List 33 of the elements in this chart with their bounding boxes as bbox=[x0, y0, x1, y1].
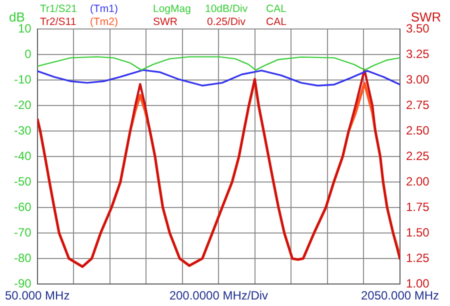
text: CAL bbox=[266, 16, 286, 28]
y-tick-label: -80 bbox=[14, 250, 32, 265]
x-tick-label: 50.000 MHz bbox=[5, 288, 70, 303]
y-tick-label: -60 bbox=[14, 200, 32, 214]
y2-tick-label: 1.00 bbox=[406, 276, 430, 290]
y2-tick-label: 2.75 bbox=[406, 98, 430, 112]
y2-tick-label: 1.50 bbox=[406, 225, 430, 240]
y-tick-label: -20 bbox=[14, 98, 32, 112]
y2-tick-label: 2.00 bbox=[406, 174, 430, 188]
y-tick-label: -40 bbox=[14, 148, 32, 163]
text: CAL bbox=[266, 3, 286, 15]
y2-tick-label: 1.75 bbox=[406, 200, 430, 214]
y-tick-label: -30 bbox=[14, 123, 32, 138]
y2-tick-label: 2.25 bbox=[406, 148, 430, 163]
text: LogMag bbox=[153, 3, 191, 15]
y2-tick-label: 3.00 bbox=[406, 72, 430, 86]
y-tick-label: -70 bbox=[14, 225, 32, 240]
y-tick-label: -90 bbox=[14, 276, 32, 290]
y2-tick-label: 1.25 bbox=[406, 250, 430, 265]
text: (Tm1) bbox=[90, 3, 118, 15]
text: (Tm2) bbox=[90, 16, 118, 28]
x-axis-title: 200.0000 MHz/Div bbox=[169, 288, 268, 302]
text: SWR bbox=[153, 16, 178, 28]
text: 10dB/Div bbox=[205, 3, 248, 15]
y-tick-label: -50 bbox=[14, 174, 32, 188]
text: Tr2/S11 bbox=[40, 16, 76, 28]
x-tick-label: 2050.000 MHz bbox=[360, 288, 440, 303]
y2-tick-label: 2.50 bbox=[406, 123, 430, 138]
y-tick-label: -10 bbox=[14, 72, 32, 86]
y2-tick-label: 3.25 bbox=[406, 46, 430, 61]
y-tick-label: 0 bbox=[24, 46, 32, 61]
text: 0.25/Div bbox=[207, 16, 246, 28]
text: Tr1/S21 bbox=[40, 3, 77, 15]
